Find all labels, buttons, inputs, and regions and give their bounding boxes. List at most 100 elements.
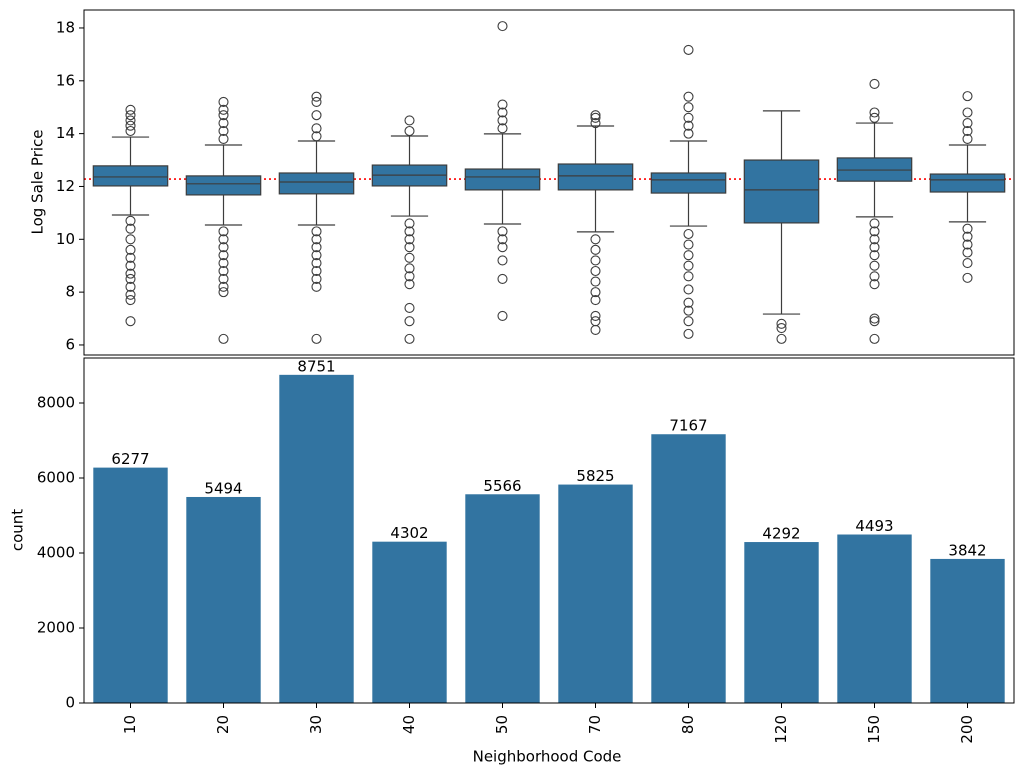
outlier [683,239,694,250]
outlier [218,226,229,237]
outlier [404,333,415,344]
outlier [125,281,136,292]
bar [186,496,261,703]
bar [744,542,819,703]
outlier [218,250,229,261]
outlier [869,218,880,229]
bar [930,558,1005,703]
outlier [869,226,880,237]
outlier [125,268,136,279]
outlier [683,260,694,271]
x-tick-label: 120 [772,715,790,744]
outlier [590,316,601,327]
outlier [869,234,880,245]
outlier [404,234,415,245]
outlier [683,91,694,102]
outlier [869,271,880,282]
x-tick-label: 20 [214,715,232,734]
outlier [683,228,694,240]
outlier [218,333,229,344]
outlier [683,102,694,113]
outlier [497,21,508,32]
box [743,159,820,224]
outlier [311,123,322,134]
data-label: 3842 [948,541,986,559]
y-axis-label: Log Sale Price [29,129,47,234]
bar [93,467,168,703]
outlier [218,104,229,115]
outlier [683,297,694,308]
outlier [311,234,322,245]
x-axis-label: Neighborhood Code [473,748,622,766]
y-tick-label: 14 [56,124,75,142]
y-tick-label: 6000 [37,469,75,487]
outlier [590,112,601,123]
outlier [776,318,787,329]
outlier [125,115,136,126]
outlier [311,131,322,142]
outlier [404,271,415,282]
outlier [404,226,415,237]
outlier [683,271,694,282]
outlier [125,289,136,300]
outlier [962,272,973,283]
x-tick-label: 150 [865,715,883,744]
box [650,172,727,194]
outlier [404,252,415,263]
outlier [497,123,508,134]
outlier [962,258,973,269]
outlier [125,244,136,255]
y-tick-label: 8000 [37,394,75,412]
data-label: 4292 [762,525,800,543]
outlier [683,44,694,55]
outlier [776,323,787,334]
outlier [311,333,322,344]
outlier [125,252,136,263]
y-axis-label: count [9,509,27,551]
y-tick-label: 12 [56,177,75,195]
outlier [683,316,694,327]
y-tick-label: 6 [65,335,75,353]
outlier [125,273,136,284]
x-tick-label: 30 [307,715,325,734]
outlier [497,242,508,253]
outlier [869,112,880,123]
bar [837,534,912,703]
outlier [311,250,322,261]
x-tick-label: 80 [679,715,697,734]
outlier [497,255,508,266]
bar [372,541,447,703]
outlier [125,295,136,306]
outlier [125,223,136,234]
outlier [404,279,415,290]
outlier [218,258,229,269]
box [557,163,634,191]
outlier [125,110,136,121]
data-label: 4493 [855,517,893,535]
outlier [218,96,229,107]
outlier [125,260,136,271]
outlier [590,255,601,266]
data-label: 6277 [111,450,149,468]
outlier [125,215,136,226]
outlier [962,133,973,144]
x-tick-label: 50 [493,715,511,734]
outlier [311,258,322,269]
outlier [497,99,508,110]
y-tick-label: 16 [56,71,75,89]
x-tick-label: 10 [121,715,139,734]
outlier [404,218,415,229]
outlier [311,281,322,292]
outlier [683,120,694,131]
outlier [218,265,229,277]
x-tick-label: 200 [958,715,976,744]
outlier [869,333,880,344]
outlier [869,279,880,290]
outlier [590,310,601,321]
outlier [218,118,229,129]
outlier [218,125,229,137]
outlier [962,118,973,129]
outlier [311,110,322,121]
outlier [125,104,136,115]
